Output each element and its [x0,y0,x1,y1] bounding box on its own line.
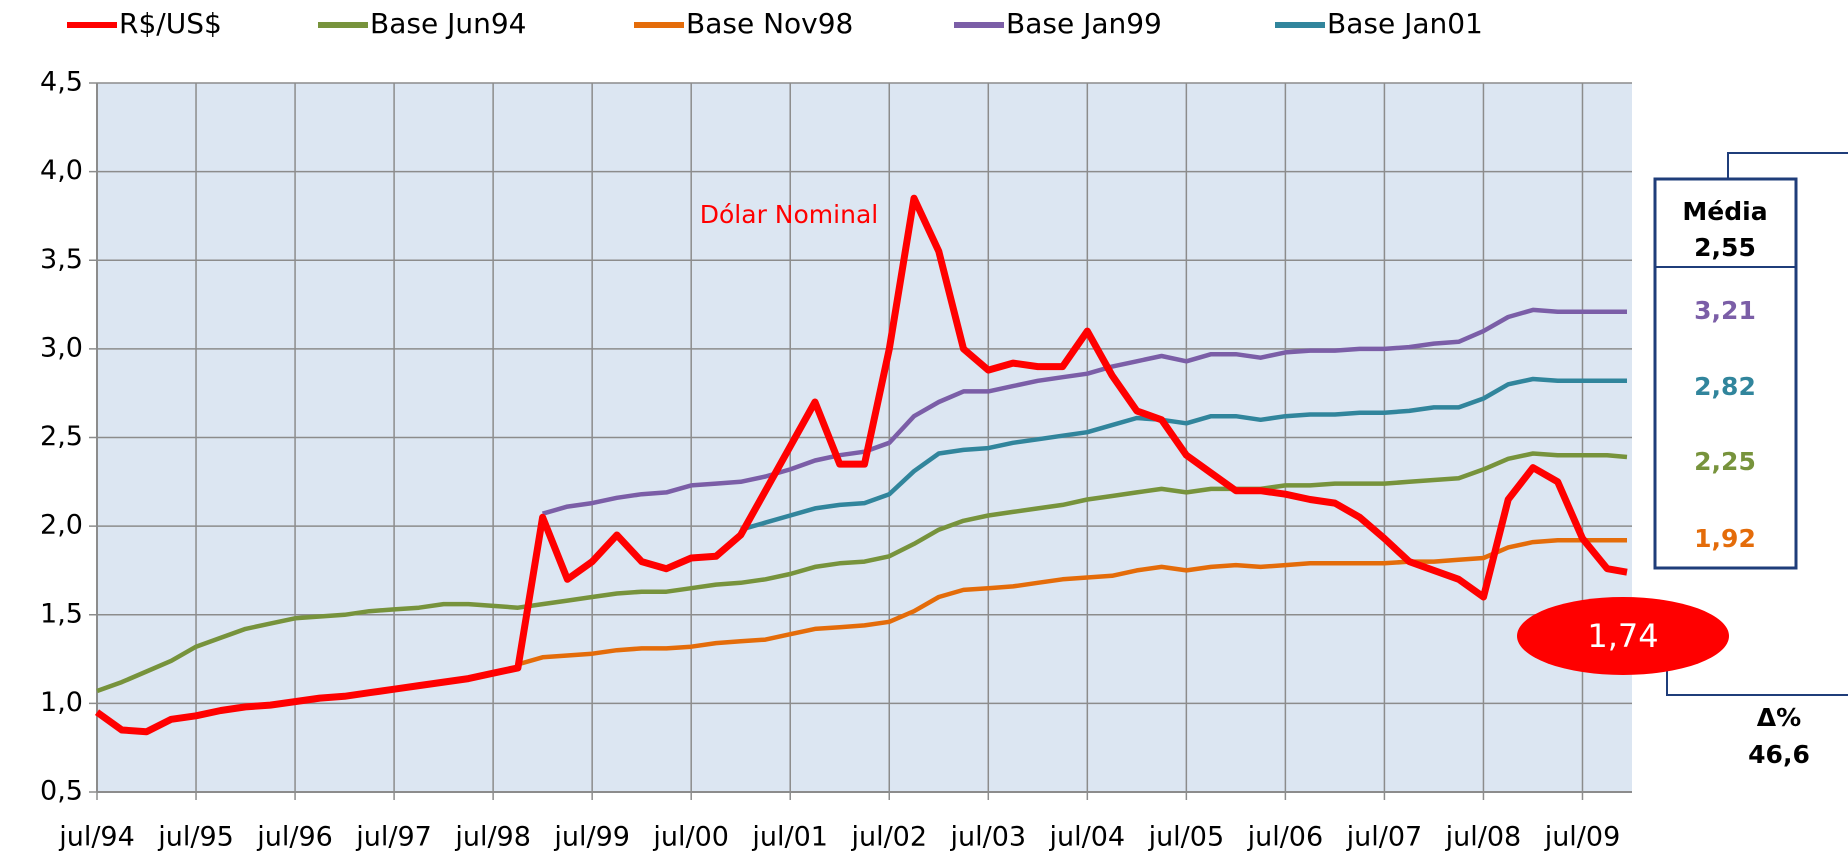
x-tick-label: jul/02 [850,822,927,853]
series-line [94,194,1628,736]
x-tick-label: jul/03 [950,822,1027,853]
x-tick-label: jul/99 [553,822,630,853]
delta-value: 46,6 [1748,740,1810,769]
delta-label: Δ% [1757,703,1801,732]
y-tick-label: 1,5 [40,598,83,629]
legend-label: Base Nov98 [686,7,853,40]
x-tick-label: jul/06 [1247,822,1324,853]
x-tick-label: jul/09 [1544,822,1621,853]
side-value: 2,25 [1694,447,1756,476]
y-tick-label: 4,5 [40,67,83,98]
x-tick-label: jul/95 [157,822,234,853]
legend-label: R$/US$ [119,7,222,40]
series-line [541,307,1627,516]
connector [1666,666,1848,696]
series-line [517,538,1627,667]
y-tick-label: 3,0 [40,332,83,363]
side-mean: 2,55 [1694,233,1756,262]
last-value: 1,74 [1587,617,1658,655]
x-tick-label: jul/00 [652,822,729,853]
x-tick-label: jul/07 [1346,822,1423,853]
side-value: 1,92 [1694,524,1756,553]
side-title: Média [1682,197,1767,226]
y-tick-label: 2,5 [40,421,83,452]
series-line [740,376,1627,532]
x-tick-label: jul/04 [1049,822,1126,853]
x-tick-label: jul/98 [454,822,531,853]
legend-label: Base Jun94 [370,7,526,40]
x-tick-label: jul/94 [58,822,135,853]
series-line [96,451,1628,694]
annotation: Dólar Nominal [700,200,878,229]
legend-label: Base Jan01 [1327,7,1483,40]
last-value-bubble [1517,597,1729,675]
x-tick-label: jul/97 [355,822,432,853]
side-value: 2,82 [1694,372,1756,401]
y-tick-label: 0,5 [40,776,83,807]
x-tick-label: jul/96 [256,822,333,853]
side-box [1653,177,1798,570]
connector [1727,152,1848,179]
y-tick-label: 1,0 [40,687,83,718]
side-value: 3,21 [1694,296,1756,325]
y-tick-label: 2,0 [40,510,83,541]
x-tick-label: jul/05 [1148,822,1225,853]
legend-label: Base Jan99 [1006,7,1162,40]
y-tick-label: 3,5 [40,244,83,275]
x-tick-label: jul/08 [1445,822,1522,853]
x-tick-label: jul/01 [751,822,828,853]
y-tick-label: 4,0 [40,155,83,186]
